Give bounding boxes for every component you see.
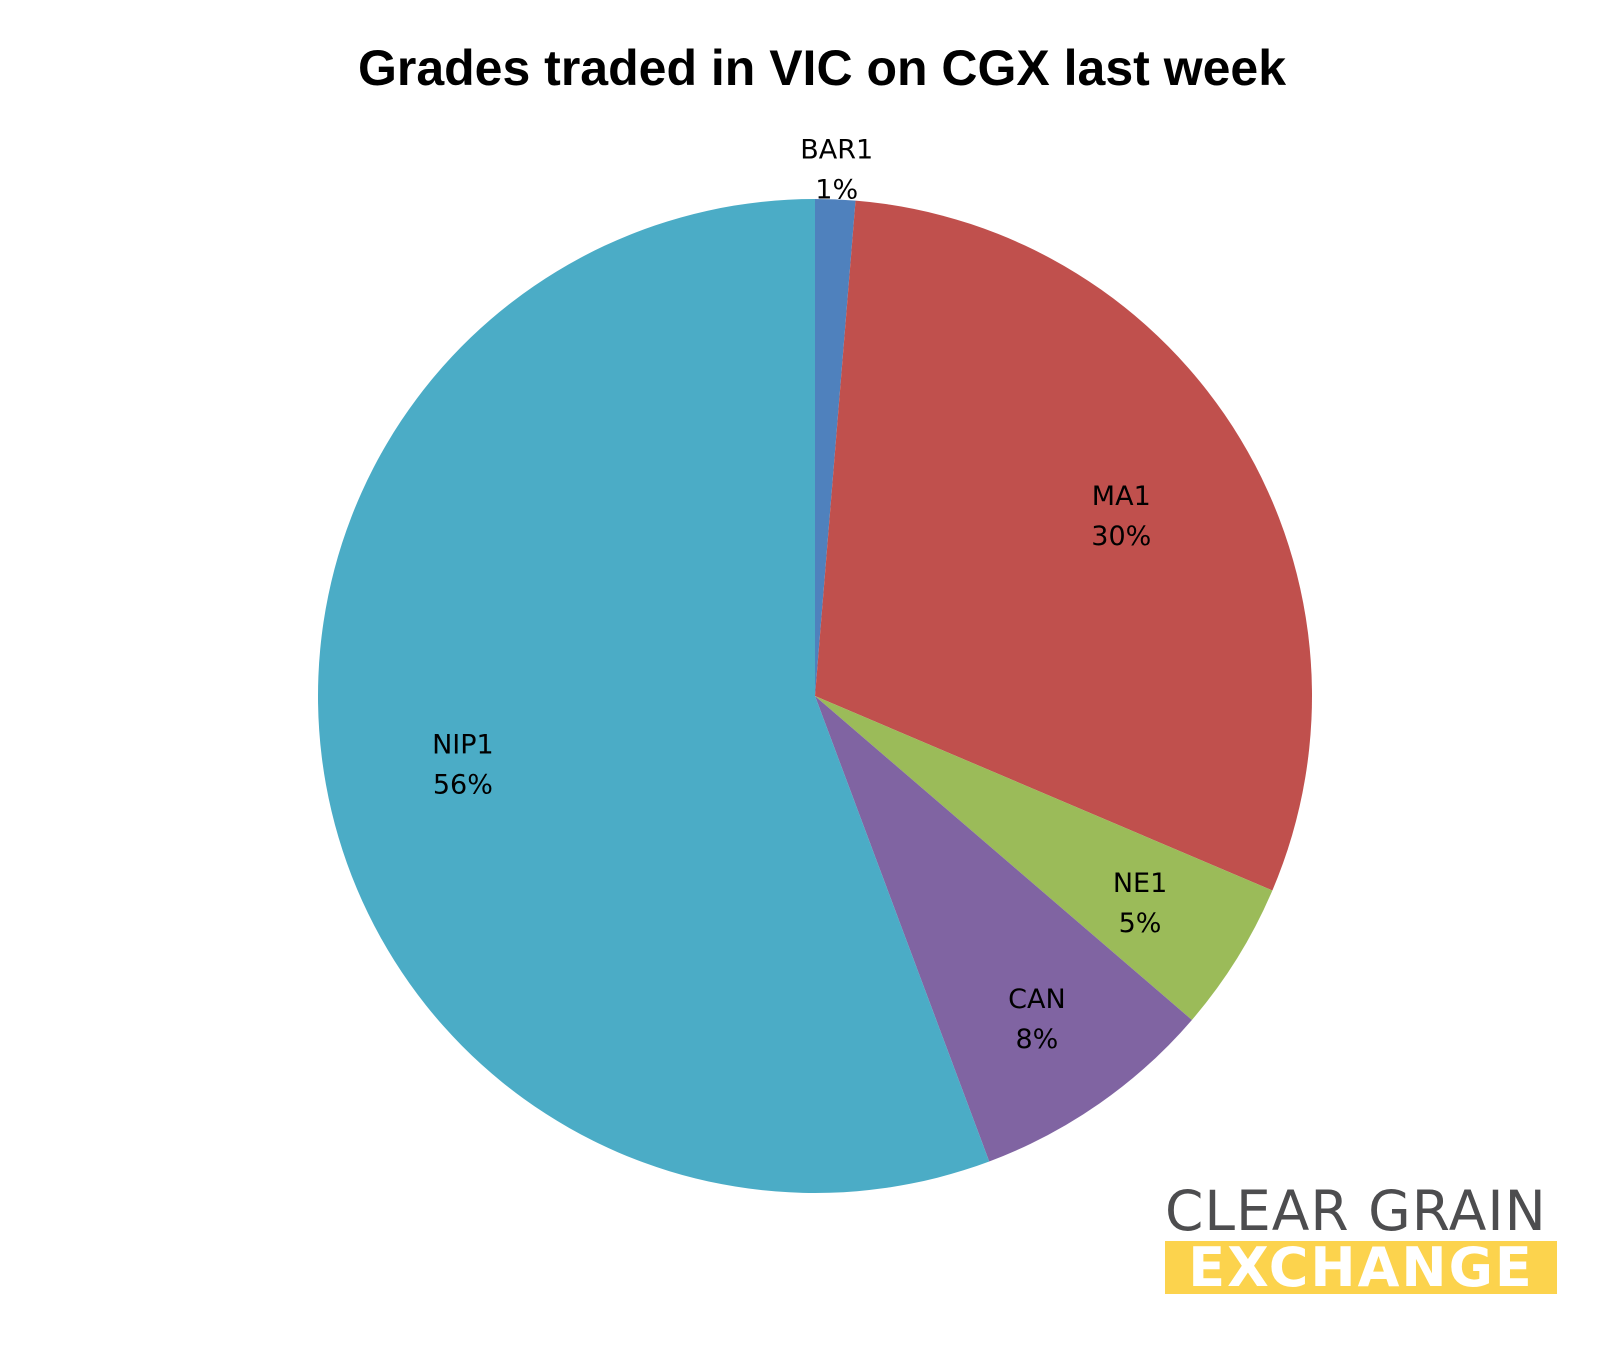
data-label-bar1: BAR1 1% <box>800 135 873 206</box>
pie-data-labels: BAR1 1% MA1 30% NE1 5% CAN 8% NIP1 56% <box>432 135 1167 1055</box>
pie-slice-can <box>815 696 1192 1162</box>
logo-line-2: EXCHANGE <box>1188 1236 1534 1299</box>
data-label-nip1: NIP1 56% <box>432 730 494 801</box>
pie-slice-nip1 <box>317 199 990 1193</box>
clear-grain-exchange-logo: CLEAR GRAIN EXCHANGE <box>1165 1179 1557 1299</box>
pie-slice-ma1 <box>815 200 1312 891</box>
pie-slices <box>317 199 1312 1193</box>
chart-title: Grades traded in VIC on CGX last week <box>358 40 1286 96</box>
data-label-ma1: MA1 30% <box>1091 481 1151 552</box>
pie-slice-bar1 <box>815 199 856 696</box>
data-label-can: CAN 8% <box>1008 984 1066 1055</box>
logo-line-2-band: EXCHANGE <box>1165 1236 1557 1299</box>
data-label-ne1: NE1 5% <box>1113 868 1167 939</box>
logo-line-1: CLEAR GRAIN <box>1165 1179 1547 1243</box>
pie-slice-ne1 <box>815 696 1273 1020</box>
